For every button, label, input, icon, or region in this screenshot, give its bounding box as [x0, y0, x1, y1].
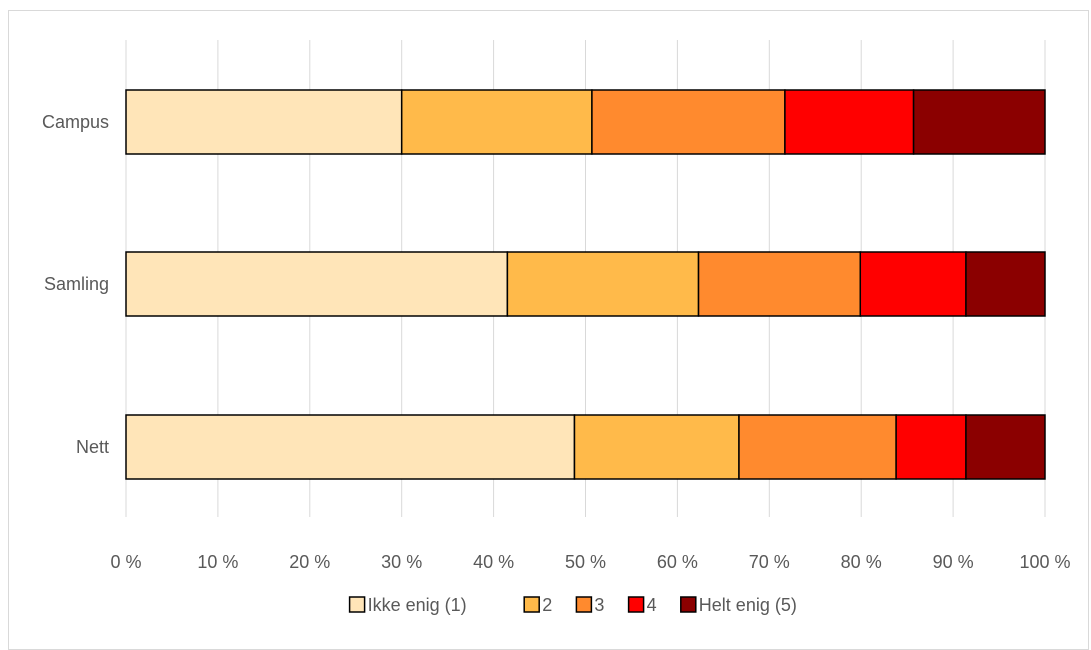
legend-label: 3	[594, 595, 604, 615]
x-tick-label: 100 %	[1019, 552, 1070, 572]
legend-swatch	[575, 596, 593, 613]
bar-segment	[125, 414, 576, 480]
legend-swatch	[348, 596, 366, 613]
bar-segment	[912, 89, 1046, 155]
bar-segment	[125, 89, 403, 155]
x-axis-tick-labels: 0 % 10 % 20 % 30 % 40 % 50 % 60 % 70 % 80 % 90 % 1…	[110, 552, 1070, 572]
x-tick-label: 20 %	[289, 552, 330, 572]
bar-segment	[591, 89, 786, 155]
x-tick-label: 80 %	[841, 552, 882, 572]
bar-segment	[506, 251, 700, 317]
bar-segments	[125, 89, 1046, 480]
legend-item: 4	[627, 595, 657, 615]
bar-segment	[965, 414, 1046, 480]
bar-segment	[965, 251, 1046, 317]
x-tick-label: 30 %	[381, 552, 422, 572]
legend-swatch	[523, 596, 540, 613]
legend-label: 2	[542, 595, 552, 615]
legend-swatch	[680, 596, 697, 613]
category-label: Samling	[44, 274, 109, 294]
legend: Ikke enig (1) 2 3 4 Helt enig (5)	[348, 595, 797, 615]
x-tick-label: 90 %	[933, 552, 974, 572]
legend-item: Ikke enig (1)	[348, 595, 467, 615]
bar-segment	[573, 414, 740, 480]
bar-segment	[738, 414, 897, 480]
bar-segment	[784, 89, 915, 155]
category-labels: Campus Samling Nett	[42, 112, 109, 457]
category-label: Nett	[76, 437, 109, 457]
legend-label: Ikke enig (1)	[368, 595, 467, 615]
bar-segment	[125, 251, 509, 317]
x-tick-label: 70 %	[749, 552, 790, 572]
x-tick-label: 60 %	[657, 552, 698, 572]
legend-swatch	[627, 596, 645, 613]
bar-segment	[859, 251, 967, 317]
bar-segment	[895, 414, 967, 480]
x-tick-label: 40 %	[473, 552, 514, 572]
bar-segment	[400, 89, 593, 155]
legend-item: 2	[523, 595, 552, 615]
legend-label: Helt enig (5)	[699, 595, 797, 615]
x-tick-label: 10 %	[197, 552, 238, 572]
x-tick-label: 0 %	[110, 552, 141, 572]
bar-segment	[697, 251, 862, 317]
legend-item: 3	[575, 595, 604, 615]
legend-item: Helt enig (5)	[680, 595, 797, 615]
x-tick-label: 50 %	[565, 552, 606, 572]
legend-label: 4	[647, 595, 657, 615]
category-label: Campus	[42, 112, 109, 132]
